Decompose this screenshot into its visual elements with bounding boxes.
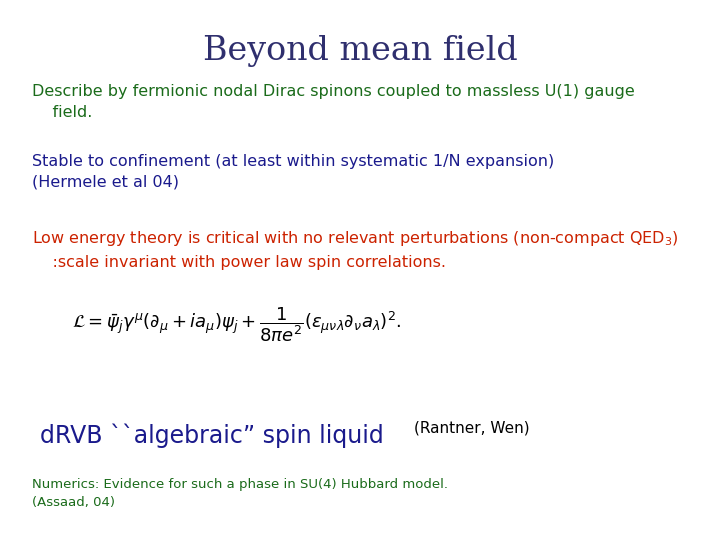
Text: (Rantner, Wen): (Rantner, Wen): [414, 420, 530, 435]
Text: Numerics: Evidence for such a phase in SU(4) Hubbard model.
(Assaad, 04): Numerics: Evidence for such a phase in S…: [32, 478, 449, 509]
Text: Describe by fermionic nodal Dirac spinons coupled to massless U(1) gauge
    fie: Describe by fermionic nodal Dirac spinon…: [32, 84, 635, 120]
Text: dRVB ``algebraic” spin liquid: dRVB ``algebraic” spin liquid: [40, 424, 383, 448]
Text: Stable to confinement (at least within systematic 1/N expansion)
(Hermele et al : Stable to confinement (at least within s…: [32, 154, 554, 190]
Text: Low energy theory is critical with no relevant perturbations (non-compact QED$_3: Low energy theory is critical with no re…: [32, 230, 679, 269]
Text: $\mathcal{L} = \bar{\psi}_j \gamma^\mu (\partial_\mu + i a_\mu) \psi_j + \dfrac{: $\mathcal{L} = \bar{\psi}_j \gamma^\mu (…: [72, 305, 402, 344]
Text: Beyond mean field: Beyond mean field: [202, 35, 518, 67]
